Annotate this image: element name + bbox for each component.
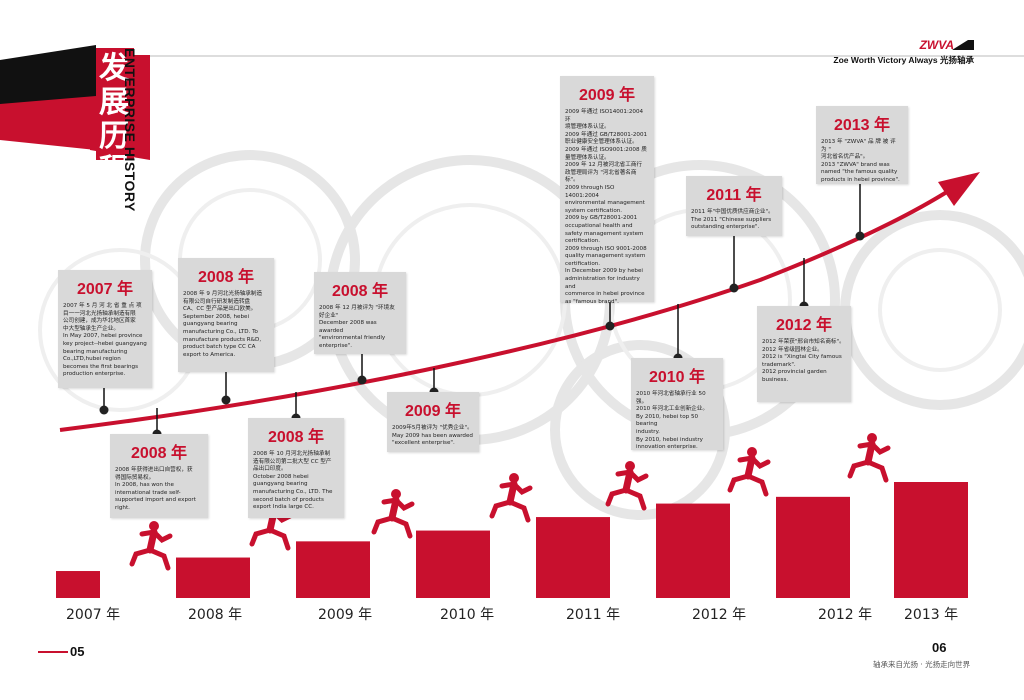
card-2007: 2007 年 2007 年 5 月 河 北 省 重 点 项 目一一河北光扬轴承制… — [58, 270, 152, 388]
card-year: 2008 年 — [267, 429, 325, 446]
timeline-dot-4 — [357, 375, 367, 385]
header-banner — [0, 45, 1024, 160]
axis-label-4: 2011 年 — [566, 607, 621, 623]
card-year: 2008 年 — [331, 283, 389, 300]
card-year: 2009 年 — [404, 403, 462, 420]
card-year: 2008 年 — [197, 269, 255, 286]
card-text: 2008 年获得进出口自营权，获 得国际贸易权。 In 2008, has wo… — [115, 467, 196, 511]
runner-icon-2 — [371, 489, 415, 539]
card-text: 2011 年"中国优质供应商企业"。 The 2011 "Chinese sup… — [691, 209, 774, 231]
runner-icon-0 — [129, 521, 173, 571]
card-2013: 2013 年 2013 年 "ZWVA" 品 牌 被 评 为 " 河北省名优产品… — [816, 106, 908, 184]
step-bar-4 — [536, 517, 610, 598]
step-bar-5 — [656, 503, 730, 598]
card-year: 2010 年 — [648, 369, 706, 386]
card-2008-september: 2008 年 2008 年 9 月河北光扬轴承制造 有限公司自行研发制造转盘 C… — [178, 258, 274, 372]
brand-mark-icon — [952, 40, 974, 50]
timeline-dot-10 — [855, 231, 865, 241]
axis-label-0: 2007 年 — [66, 607, 121, 623]
page-number-left: 05 — [70, 644, 85, 659]
step-bar-7 — [894, 482, 968, 598]
step-bar-2 — [296, 541, 370, 598]
card-year: 2012 年 — [775, 317, 833, 334]
axis-label-1: 2008 年 — [188, 607, 243, 623]
brand-logo: ZWVA — [919, 38, 954, 52]
card-year: 2009 年 — [578, 87, 636, 104]
card-year: 2007 年 — [76, 281, 134, 298]
axis-label-5: 2012 年 — [692, 607, 747, 623]
step-bar-3 — [416, 530, 490, 598]
step-bar-6 — [776, 496, 850, 598]
card-year: 2011 年 — [706, 187, 762, 204]
card-year: 2013 年 — [833, 117, 891, 134]
card-text: 2009年5月被评为 "优秀企业"。 May 2009 has been awa… — [392, 425, 473, 447]
card-text: 2010 年河北省轴承行业 50 强。 2010 年河北工业创新企业。 By 2… — [636, 391, 708, 451]
card-2011: 2011 年 2011 年"中国优质供应商企业"。 The 2011 "Chin… — [686, 176, 782, 236]
card-year: 2008 年 — [130, 445, 188, 462]
card-text: 2012 年荣获"邢台市知名商标"。 2012 年省级园林企业。 2012 is… — [762, 339, 845, 383]
card-text: 2009 年通过 ISO14001:2004 环 境管理体系认证。 2009 年… — [565, 109, 648, 305]
card-2010: 2010 年 2010 年河北省轴承行业 50 强。 2010 年河北工业创新企… — [631, 358, 723, 450]
card-2009-certifications: 2009 年 2009 年通过 ISO14001:2004 环 境管理体系认证。… — [560, 76, 654, 305]
card-text: 2008 年 9 月河北光扬轴承制造 有限公司自行研发制造转盘 CA、CC 型产… — [183, 291, 263, 358]
card-2008-trade: 2008 年 2008 年获得进出口自营权，获 得国际贸易权。 In 2008,… — [110, 434, 208, 518]
step-bar-0 — [56, 571, 100, 598]
step-bar-1 — [176, 557, 250, 598]
axis-label-3: 2010 年 — [440, 607, 495, 623]
card-text: 2007 年 5 月 河 北 省 重 点 项 目一一河北光扬轴承制造有限 公司创… — [63, 303, 147, 378]
axis-label-6: 2012 年 — [818, 607, 873, 623]
growth-arrow-head — [938, 172, 980, 206]
runner-icon-3 — [489, 473, 533, 523]
card-text: 2008 年 12 月被评为 "环境友 好企业" December 2008 w… — [319, 305, 395, 349]
timeline-dot-0 — [99, 405, 109, 415]
runner-icon-4 — [605, 461, 649, 511]
runner-icon-5 — [727, 447, 771, 497]
timeline-dot-8 — [729, 283, 739, 293]
footer-note: 轴承来自光扬 · 光扬走向世界 — [873, 660, 971, 669]
axis-label-2: 2009 年 — [318, 607, 373, 623]
brand-slogan: Zoe Worth Victory Always 光扬轴承 — [833, 55, 974, 65]
growth-arrow-line — [59, 188, 952, 432]
card-2009-may: 2009 年 2009年5月被评为 "优秀企业"。 May 2009 has b… — [387, 392, 479, 452]
card-text: 2008 年 10 月河北光扬轴承制 造有限公司第二批大型 CC 型产 品出口印… — [253, 451, 333, 511]
page-number-right: 06 — [932, 640, 947, 655]
runner-icon-6 — [847, 433, 891, 483]
card-2012: 2012 年 2012 年荣获"邢台市知名商标"。 2012 年省级园林企业。 … — [757, 306, 851, 402]
page-title-cn: 发展历程 — [99, 51, 129, 188]
card-2008-december: 2008 年 2008 年 12 月被评为 "环境友 好企业" December… — [314, 272, 406, 354]
card-2008-october: 2008 年 2008 年 10 月河北光扬轴承制 造有限公司第二批大型 CC … — [248, 418, 344, 518]
timeline-dot-6 — [605, 321, 615, 331]
axis-label-7: 2013 年 — [904, 607, 959, 623]
footer-dash-icon — [38, 651, 68, 653]
timeline-dot-2 — [221, 395, 231, 405]
card-text: 2013 年 "ZWVA" 品 牌 被 评 为 " 河北省名优产品"。 2013… — [821, 139, 900, 183]
